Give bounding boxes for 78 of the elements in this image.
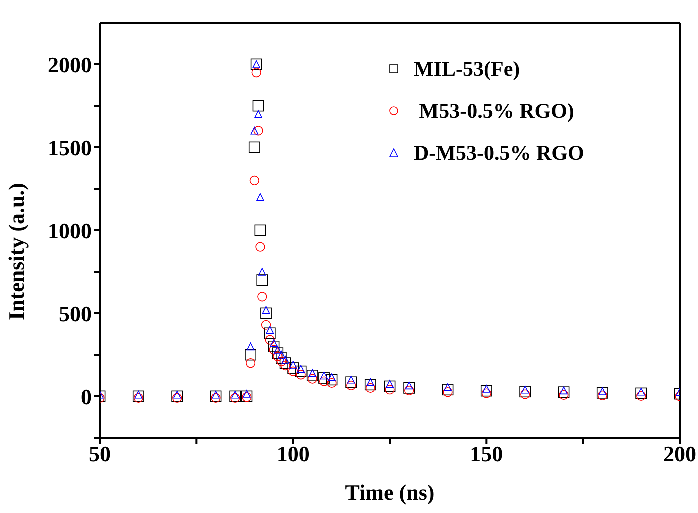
point: [306, 370, 318, 382]
y-tick-label: 1000: [48, 218, 92, 244]
point: [254, 110, 262, 118]
point: [132, 390, 144, 402]
point: [443, 388, 453, 398]
point: [258, 292, 268, 302]
y-tick-label: 500: [59, 301, 92, 326]
point: [254, 126, 264, 136]
point: [172, 393, 182, 403]
legend-label: M53-0.5% RGO): [418, 98, 574, 124]
point: [296, 370, 306, 380]
point: [385, 385, 395, 395]
legend-label: MIL-53(Fe): [414, 56, 520, 82]
point: [596, 387, 608, 399]
y-tick-label: 0: [81, 384, 92, 410]
point: [346, 376, 358, 388]
point: [250, 176, 260, 186]
point: [364, 379, 376, 391]
point: [276, 356, 287, 366]
point: [384, 380, 396, 392]
point: [260, 308, 272, 320]
legend-label: D-M53-0.5% RGO: [414, 140, 584, 166]
point: [318, 372, 330, 384]
point: [482, 388, 492, 398]
x-tick-label: 150: [470, 442, 504, 467]
point: [442, 384, 454, 396]
point: [172, 390, 184, 402]
point: [269, 345, 279, 355]
point: [256, 242, 266, 252]
point: [404, 382, 416, 394]
point: [265, 335, 275, 345]
y-axis-title: Intensity (a.u.): [4, 182, 29, 320]
point: [404, 386, 414, 396]
point: [520, 386, 532, 398]
point: [245, 349, 256, 361]
point: [248, 142, 260, 154]
point: [254, 224, 266, 236]
point: [520, 390, 530, 400]
point: [288, 366, 298, 376]
point: [366, 383, 376, 393]
point: [346, 380, 356, 391]
point: [252, 68, 262, 78]
point: [246, 358, 256, 368]
point: [636, 391, 646, 401]
point: [250, 127, 259, 135]
point: [273, 352, 283, 362]
point: [230, 390, 242, 402]
point: [280, 360, 290, 371]
point: [558, 386, 570, 398]
point: [480, 385, 492, 397]
x-tick-label: 200: [664, 442, 696, 467]
point: [256, 193, 264, 202]
point: [256, 274, 268, 286]
x-tick-label: 100: [276, 442, 310, 467]
point: [252, 100, 264, 112]
point: [319, 376, 330, 386]
point: [230, 393, 240, 403]
point: [320, 372, 328, 380]
y-tick-label: 2000: [48, 52, 92, 78]
y-tick-label: 1500: [48, 135, 92, 160]
point: [308, 374, 318, 384]
point: [598, 390, 608, 400]
point: [559, 390, 569, 400]
x-tick-label: 50: [89, 442, 111, 467]
x-axis-title: Time (ns): [345, 480, 435, 505]
point: [264, 328, 276, 340]
point: [636, 388, 648, 400]
point: [211, 393, 221, 403]
point: [210, 390, 222, 402]
point: [134, 393, 144, 403]
point: [258, 268, 266, 276]
point: [261, 320, 272, 330]
point: [327, 378, 337, 388]
point: [246, 342, 255, 351]
point: [268, 341, 280, 352]
point: [326, 374, 338, 386]
point: [288, 362, 300, 374]
point: [295, 366, 307, 378]
